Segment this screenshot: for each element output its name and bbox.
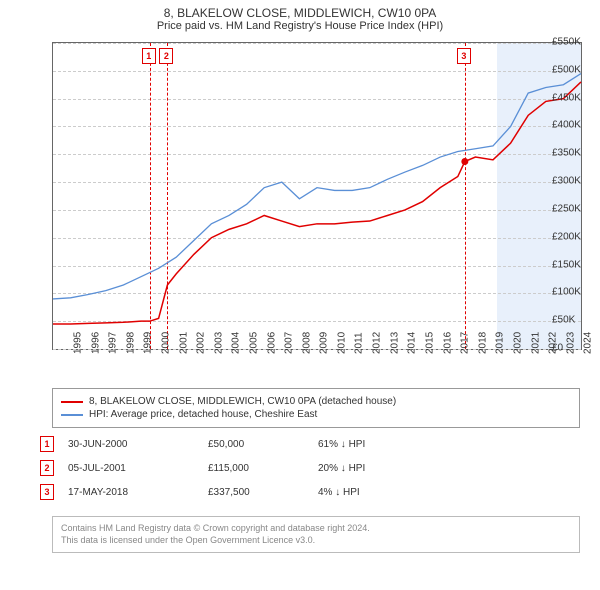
y-tick-label: £150K bbox=[552, 259, 598, 270]
attribution: Contains HM Land Registry data © Crown c… bbox=[52, 516, 580, 553]
transaction-delta: 4% ↓ HPI bbox=[318, 487, 360, 498]
transaction-row: 3 17-MAY-2018£337,5004% ↓ HPI bbox=[40, 484, 360, 500]
series-price bbox=[53, 82, 581, 324]
transaction-price: £115,000 bbox=[208, 463, 318, 474]
y-tick-label: £500K bbox=[552, 64, 598, 75]
chart-title: 8, BLAKELOW CLOSE, MIDDLEWICH, CW10 0PA bbox=[0, 0, 600, 20]
legend-item: HPI: Average price, detached house, Ches… bbox=[61, 409, 571, 420]
transaction-delta: 20% ↓ HPI bbox=[318, 463, 365, 474]
legend-swatch bbox=[61, 401, 83, 403]
chart-marker: 1 bbox=[142, 48, 156, 64]
y-tick-label: £100K bbox=[552, 287, 598, 298]
y-tick-label: £300K bbox=[552, 176, 598, 187]
chart-subtitle: Price paid vs. HM Land Registry's House … bbox=[0, 20, 600, 36]
chart-marker: 2 bbox=[159, 48, 173, 64]
y-tick-label: £550K bbox=[552, 37, 598, 48]
legend-label: 8, BLAKELOW CLOSE, MIDDLEWICH, CW10 0PA … bbox=[89, 396, 396, 407]
transaction-marker: 3 bbox=[40, 484, 54, 500]
attribution-line1: Contains HM Land Registry data © Crown c… bbox=[61, 523, 571, 535]
legend-label: HPI: Average price, detached house, Ches… bbox=[89, 409, 317, 420]
transaction-row: 2 05-JUL-2001£115,00020% ↓ HPI bbox=[40, 460, 365, 476]
legend-swatch bbox=[61, 414, 83, 416]
plot-area bbox=[52, 42, 582, 350]
attribution-line2: This data is licensed under the Open Gov… bbox=[61, 535, 571, 547]
y-tick-label: £350K bbox=[552, 148, 598, 159]
transaction-row: 1 30-JUN-2000£50,00061% ↓ HPI bbox=[40, 436, 365, 452]
transaction-delta: 61% ↓ HPI bbox=[318, 439, 365, 450]
y-tick-label: £50K bbox=[552, 315, 598, 326]
marker-point bbox=[461, 158, 468, 165]
transaction-price: £50,000 bbox=[208, 439, 318, 450]
x-tick-label: 2024 bbox=[583, 332, 600, 354]
legend-item: 8, BLAKELOW CLOSE, MIDDLEWICH, CW10 0PA … bbox=[61, 396, 571, 407]
series-hpi bbox=[53, 74, 581, 299]
y-tick-label: £450K bbox=[552, 92, 598, 103]
transaction-marker: 1 bbox=[40, 436, 54, 452]
legend: 8, BLAKELOW CLOSE, MIDDLEWICH, CW10 0PA … bbox=[52, 388, 580, 428]
y-tick-label: £200K bbox=[552, 231, 598, 242]
y-tick-label: £250K bbox=[552, 203, 598, 214]
transaction-date: 05-JUL-2001 bbox=[68, 463, 208, 474]
transaction-date: 30-JUN-2000 bbox=[68, 439, 208, 450]
transaction-marker: 2 bbox=[40, 460, 54, 476]
y-tick-label: £400K bbox=[552, 120, 598, 131]
chart-marker: 3 bbox=[457, 48, 471, 64]
transaction-price: £337,500 bbox=[208, 487, 318, 498]
transaction-date: 17-MAY-2018 bbox=[68, 487, 208, 498]
